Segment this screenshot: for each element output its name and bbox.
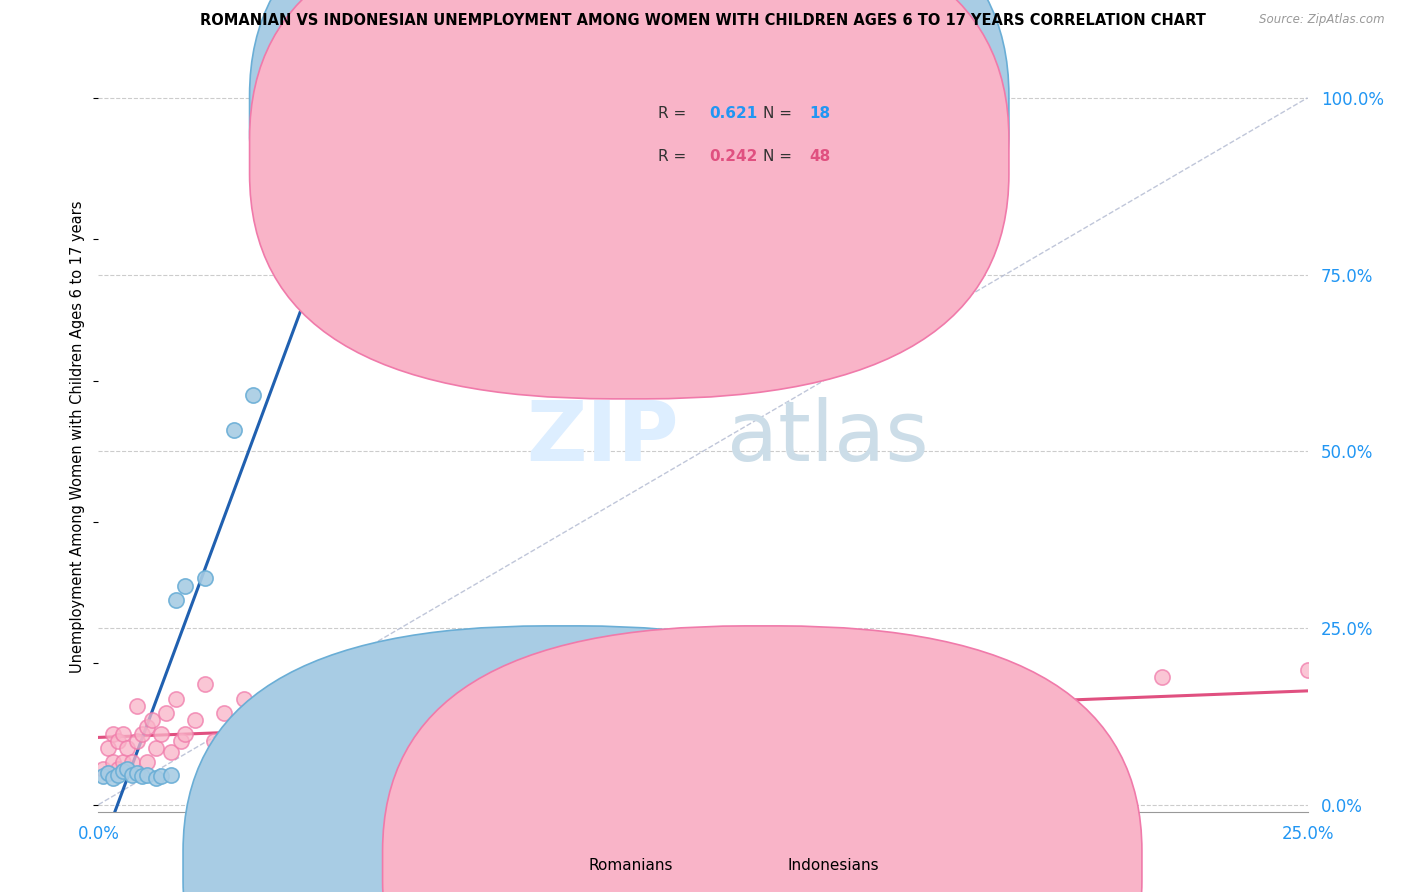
Text: ROMANIAN VS INDONESIAN UNEMPLOYMENT AMONG WOMEN WITH CHILDREN AGES 6 TO 17 YEARS: ROMANIAN VS INDONESIAN UNEMPLOYMENT AMON… bbox=[200, 13, 1206, 29]
Point bbox=[222, 720, 245, 734]
Point bbox=[377, 677, 399, 691]
Point bbox=[97, 741, 120, 756]
FancyBboxPatch shape bbox=[250, 0, 1010, 356]
Point bbox=[353, 734, 375, 748]
Point bbox=[232, 691, 254, 706]
Point bbox=[1152, 670, 1174, 684]
Point bbox=[127, 734, 149, 748]
FancyBboxPatch shape bbox=[183, 626, 942, 892]
Point bbox=[101, 756, 124, 770]
Point bbox=[174, 727, 197, 741]
Point bbox=[169, 734, 191, 748]
Point bbox=[150, 727, 173, 741]
Text: 48: 48 bbox=[810, 149, 831, 163]
Point bbox=[271, 727, 294, 741]
Point bbox=[957, 776, 980, 790]
Text: atlas: atlas bbox=[727, 397, 929, 477]
Text: 0.242: 0.242 bbox=[709, 149, 758, 163]
Point bbox=[194, 677, 217, 691]
Point bbox=[135, 756, 157, 770]
Point bbox=[668, 664, 690, 678]
Y-axis label: Unemployment Among Women with Children Ages 6 to 17 years: Unemployment Among Women with Children A… bbox=[70, 201, 86, 673]
Text: Source: ZipAtlas.com: Source: ZipAtlas.com bbox=[1260, 13, 1385, 27]
Text: 18: 18 bbox=[810, 106, 831, 121]
Point bbox=[131, 769, 153, 783]
Point bbox=[212, 706, 235, 720]
Point bbox=[91, 762, 114, 776]
Point bbox=[222, 423, 245, 437]
Point bbox=[121, 768, 143, 782]
Point bbox=[165, 592, 187, 607]
Text: R =: R = bbox=[658, 149, 692, 163]
Point bbox=[141, 713, 163, 727]
Point bbox=[150, 769, 173, 783]
Point bbox=[97, 765, 120, 780]
Point bbox=[1296, 664, 1319, 678]
Point bbox=[145, 741, 167, 756]
Point bbox=[305, 664, 328, 678]
Point bbox=[204, 734, 226, 748]
Point bbox=[111, 764, 134, 778]
Point bbox=[101, 727, 124, 741]
Point bbox=[184, 713, 207, 727]
Point bbox=[160, 745, 183, 759]
Point bbox=[111, 756, 134, 770]
Point bbox=[127, 765, 149, 780]
Point bbox=[242, 387, 264, 401]
Point bbox=[523, 738, 546, 752]
FancyBboxPatch shape bbox=[588, 78, 890, 194]
Point bbox=[155, 706, 177, 720]
Point bbox=[571, 664, 593, 678]
Point bbox=[426, 727, 449, 741]
Point bbox=[135, 768, 157, 782]
Point bbox=[281, 741, 304, 756]
Point bbox=[135, 720, 157, 734]
Text: 0.621: 0.621 bbox=[709, 106, 758, 121]
Point bbox=[474, 664, 496, 678]
Point bbox=[290, 727, 312, 741]
Point bbox=[91, 769, 114, 783]
Point bbox=[174, 578, 197, 592]
Text: N =: N = bbox=[763, 106, 797, 121]
Text: R =: R = bbox=[658, 106, 692, 121]
Point bbox=[242, 741, 264, 756]
FancyBboxPatch shape bbox=[250, 0, 1010, 399]
Point bbox=[256, 713, 278, 727]
Point bbox=[107, 768, 129, 782]
Text: N =: N = bbox=[763, 149, 797, 163]
Point bbox=[107, 762, 129, 776]
Point bbox=[117, 762, 139, 776]
Point bbox=[145, 771, 167, 785]
Point bbox=[165, 691, 187, 706]
Point bbox=[117, 741, 139, 756]
Point bbox=[127, 698, 149, 713]
Text: ZIP: ZIP bbox=[526, 397, 679, 477]
Point bbox=[329, 727, 352, 741]
Point bbox=[101, 771, 124, 785]
Point bbox=[111, 727, 134, 741]
Point bbox=[160, 768, 183, 782]
Text: Indonesians: Indonesians bbox=[787, 858, 879, 873]
Point bbox=[121, 756, 143, 770]
Point bbox=[107, 734, 129, 748]
FancyBboxPatch shape bbox=[382, 626, 1142, 892]
Point bbox=[813, 783, 835, 797]
Point bbox=[194, 571, 217, 585]
Text: Romanians: Romanians bbox=[588, 858, 672, 873]
Point bbox=[131, 727, 153, 741]
Point bbox=[97, 765, 120, 780]
